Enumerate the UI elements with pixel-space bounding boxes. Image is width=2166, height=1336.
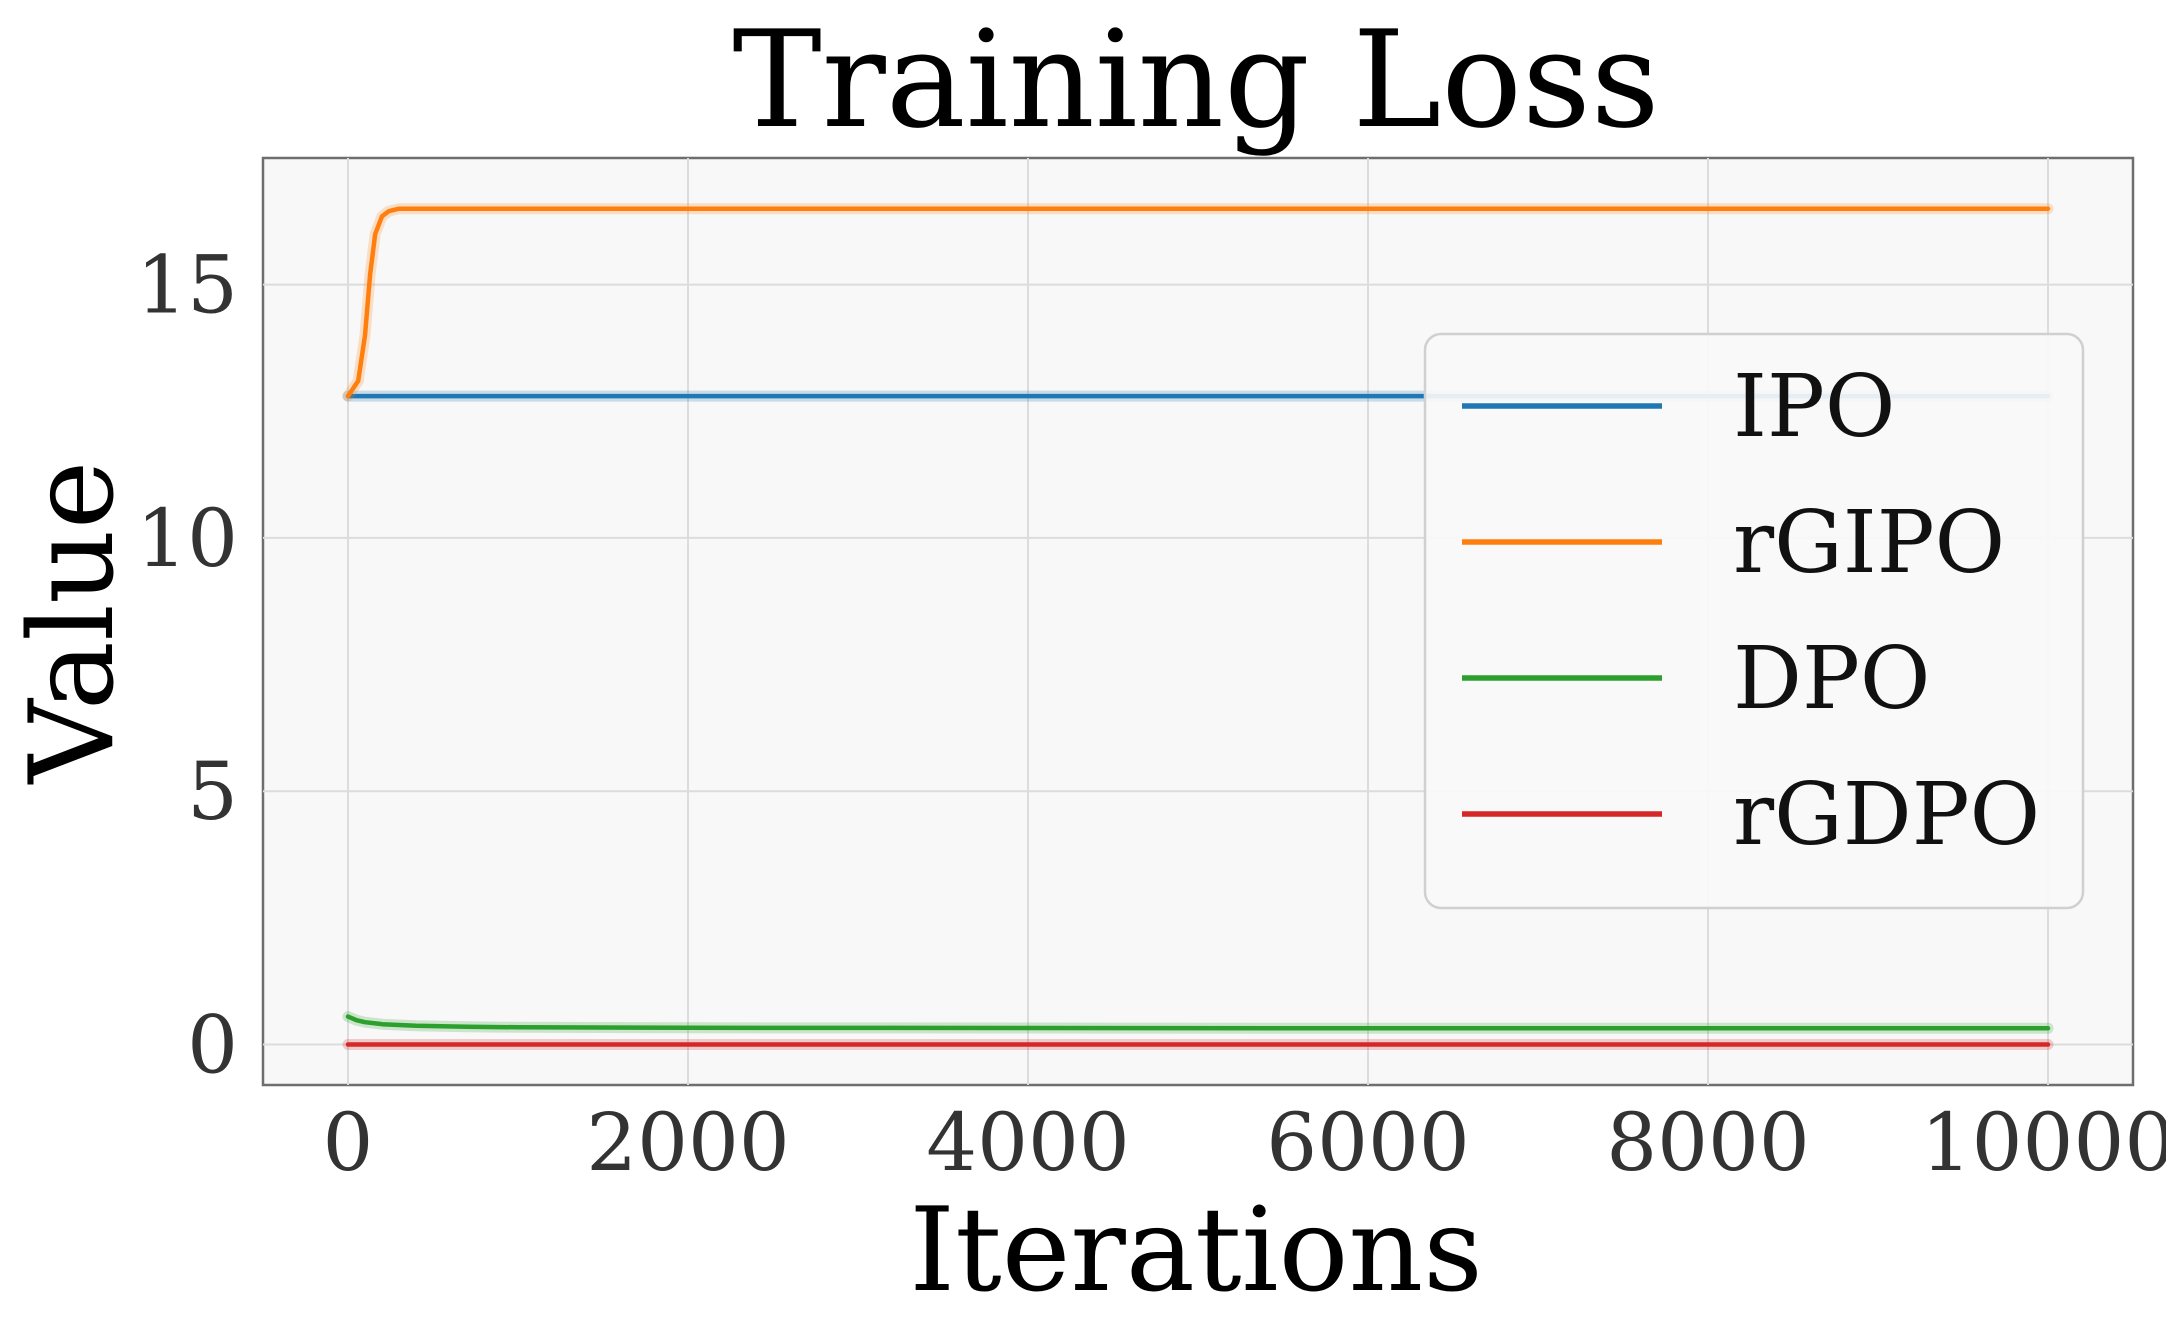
x-tick-labels: 0 2000 4000 6000 8000 10000 [323, 1096, 2166, 1189]
series-lines [342, 203, 2054, 1050]
x-tick-label: 10000 [1921, 1096, 2166, 1189]
legend-items: IPO rGIPO DPO rGDPO [1462, 357, 2040, 865]
y-axis-label: Value [5, 461, 140, 786]
legend: IPO rGIPO DPO rGDPO [1423, 332, 2085, 910]
y-tick-label: 5 [187, 745, 238, 838]
x-tick-label: 8000 [1606, 1096, 1810, 1189]
y-tick-label: 10 [136, 492, 238, 585]
x-axis-label: Iterations [909, 1183, 1483, 1318]
series-line-rgipo [345, 206, 2051, 399]
chart-title: Training Loss [732, 2, 1659, 158]
legend-label-dpo: DPO [1733, 629, 1930, 729]
x-tick-label: 4000 [926, 1096, 1130, 1189]
series-line-dpo [345, 1014, 2051, 1031]
y-tick-label: 15 [136, 239, 238, 332]
legend-label-rgipo: rGIPO [1733, 493, 2005, 593]
legend-label-rgdpo: rGDPO [1733, 765, 2040, 865]
x-tick-label: 0 [323, 1096, 374, 1189]
legend-label-ipo: IPO [1733, 357, 1895, 457]
legend-box [1423, 332, 2085, 910]
x-tick-label: 2000 [586, 1096, 790, 1189]
y-tick-label: 0 [187, 998, 238, 1091]
x-tick-label: 6000 [1266, 1096, 1470, 1189]
y-tick-labels: 0 5 10 15 [136, 239, 238, 1092]
